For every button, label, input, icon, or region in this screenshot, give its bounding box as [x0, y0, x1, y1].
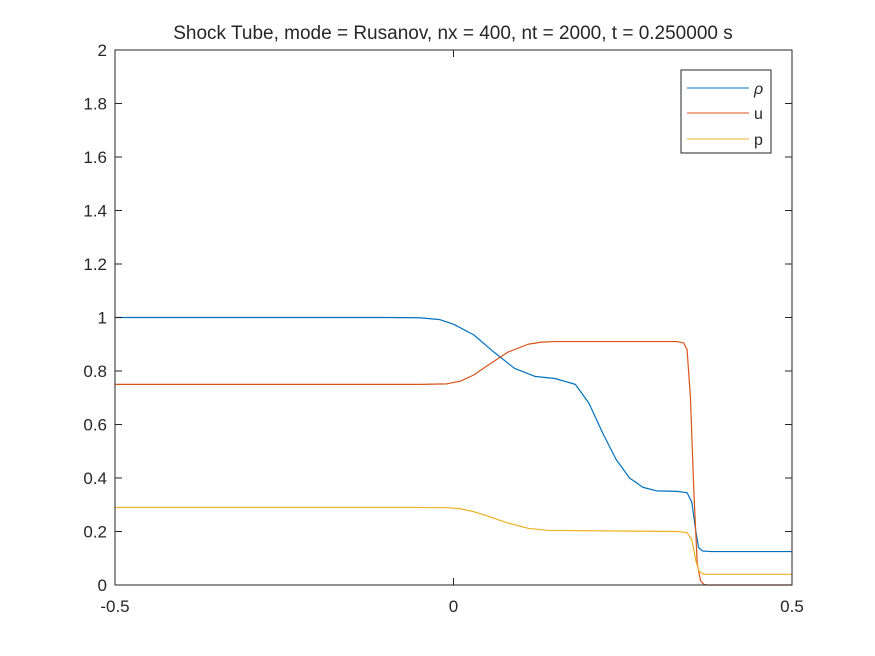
x-tick-label: 0	[449, 597, 458, 616]
y-tick-label: 1.6	[83, 148, 107, 167]
y-axis-ticks: 0 0.2 0.4 0.6 0.8 1 1.2 1.4 1.6 1.8 2	[83, 41, 792, 595]
series-line-u	[115, 340, 792, 586]
y-tick-label: 1.2	[83, 255, 107, 274]
legend-label-p: p	[754, 132, 763, 149]
y-tick-label: 0.8	[83, 362, 107, 381]
chart-title: Shock Tube, mode = Rusanov, nx = 400, nt…	[173, 23, 732, 44]
y-tick-label: 2	[98, 41, 107, 60]
x-tick-label: 0.5	[780, 597, 804, 616]
x-axis-ticks: -0.5 0 0.5	[100, 50, 804, 616]
y-tick-label: 0.4	[83, 469, 107, 488]
series-layer	[115, 316, 792, 586]
series-line-p	[115, 506, 792, 575]
y-tick-label: 0.6	[83, 416, 107, 435]
legend-label-rho: ρ	[753, 81, 763, 98]
y-tick-label: 1.4	[83, 202, 107, 221]
x-tick-label: -0.5	[100, 597, 129, 616]
y-tick-label: 0.2	[83, 523, 107, 542]
y-tick-label: 1	[98, 309, 107, 328]
legend: ρ u p	[680, 69, 772, 154]
y-tick-label: 0	[98, 576, 107, 595]
legend-label-u: u	[754, 106, 763, 123]
y-tick-label: 1.8	[83, 95, 107, 114]
